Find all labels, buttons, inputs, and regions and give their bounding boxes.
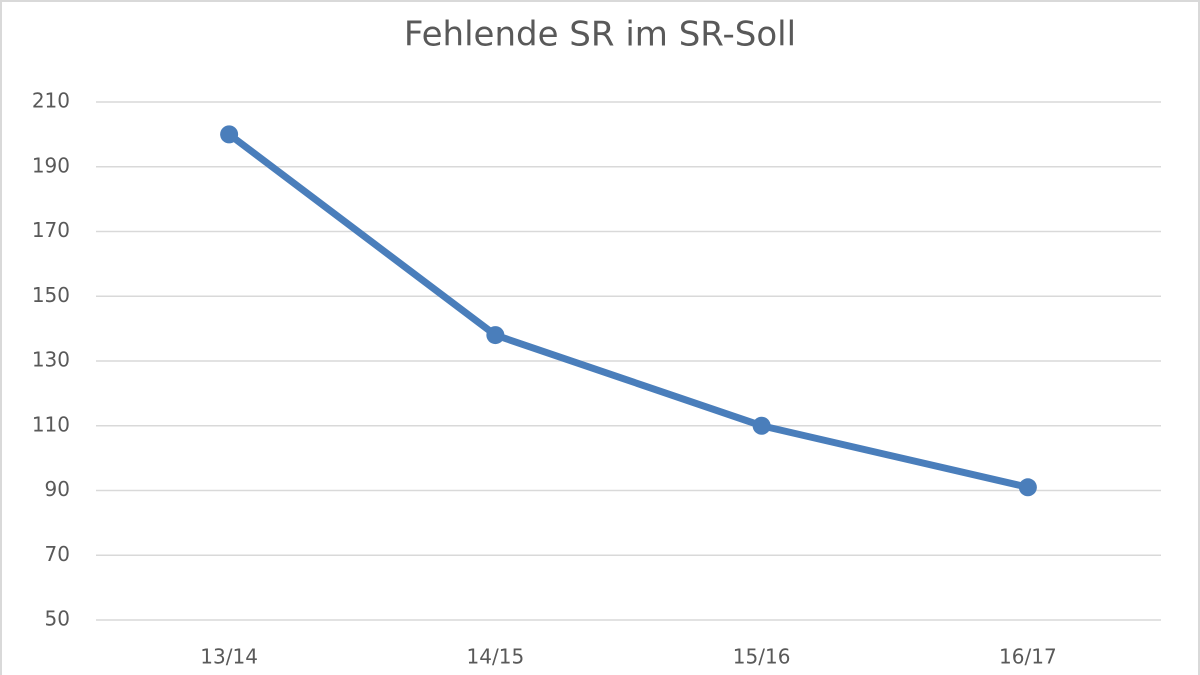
y-tick-label: 190 bbox=[32, 153, 70, 177]
y-tick-label: 150 bbox=[32, 283, 70, 307]
y-tick-label: 170 bbox=[32, 218, 70, 242]
x-tick-label: 15/16 bbox=[733, 645, 791, 669]
chart-title: Fehlende SR im SR-Soll bbox=[404, 15, 796, 55]
series-line bbox=[227, 131, 1029, 491]
y-tick-label: 210 bbox=[32, 89, 70, 113]
y-tick-label: 50 bbox=[45, 607, 70, 631]
y-tick-label: 90 bbox=[45, 477, 70, 501]
y-tick-label: 70 bbox=[45, 542, 70, 566]
y-tick-label: 110 bbox=[32, 412, 70, 436]
data-point bbox=[752, 416, 771, 435]
x-tick-label: 16/17 bbox=[999, 645, 1057, 669]
x-tick-label: 14/15 bbox=[467, 645, 525, 669]
data-point bbox=[486, 326, 505, 345]
x-tick-label: 13/14 bbox=[200, 645, 258, 669]
y-tick-label: 130 bbox=[32, 348, 70, 372]
data-point bbox=[1018, 478, 1037, 497]
data-point bbox=[220, 125, 239, 144]
